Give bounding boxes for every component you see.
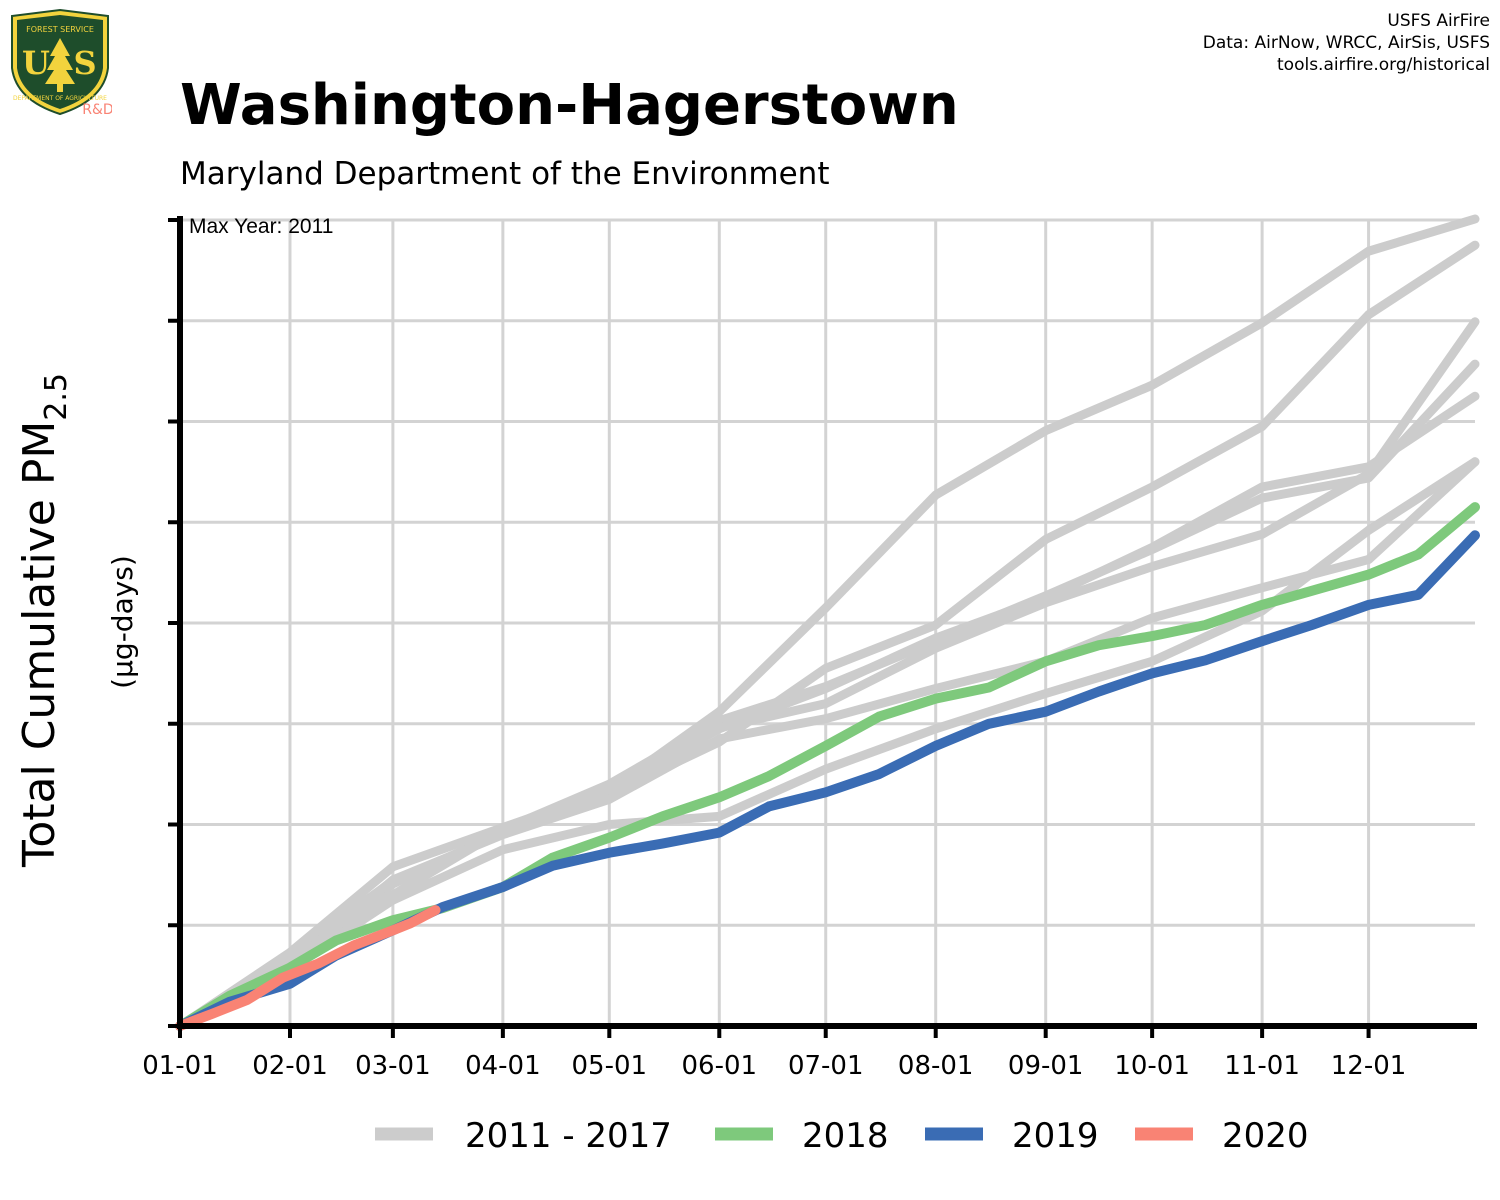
credits: USFS AirFire Data: AirNow, WRCC, AirSis,… [1203,10,1490,76]
chart-title: Washington-Hagerstown [180,73,959,138]
series-line-history [175,457,1480,1031]
logo-top-text: FOREST SERVICE [26,25,94,34]
x-tick-label: 05-01 [572,1051,648,1081]
credit-line: USFS AirFire [1387,11,1490,31]
legend: 2011 - 2017 2018 2019 2020 [375,1116,1309,1156]
legend-label: 2020 [1222,1116,1309,1156]
axes: 01-01 02-01 03-01 04-01 05-01 06-01 07-01 08-01… [142,216,1477,1081]
x-tick-label: 10-01 [1114,1051,1190,1081]
y-axis-unit: (µg-days) [106,555,139,689]
x-tick-label: 06-01 [682,1051,758,1081]
credit-line: tools.airfire.org/historical [1277,55,1490,75]
series-layer [175,214,1480,1031]
x-tick-label: 01-01 [142,1051,218,1081]
series-line-history [175,457,1480,1031]
legend-label: 2018 [802,1116,889,1156]
x-tick-label: 03-01 [355,1051,431,1081]
logo-badge: R&D [82,102,112,118]
x-tick-label: 02-01 [252,1051,328,1081]
series-line-history [175,317,1480,1031]
series-line-2018 [175,502,1480,1031]
credit-line: Data: AirNow, WRCC, AirSis, USFS [1202,33,1490,53]
chart-subtitle: Maryland Department of the Environment [180,156,830,192]
tree-icon [45,38,75,92]
legend-label: 2011 - 2017 [465,1116,672,1156]
x-tick-label: 12-01 [1331,1051,1407,1081]
legend-label: 2019 [1012,1116,1099,1156]
x-tick-label: 07-01 [788,1051,864,1081]
series-line-2020 [175,905,441,1031]
logo-letter-left: U [22,44,50,82]
series-line-history [175,214,1480,1031]
y-axis-label: Total Cumulative PM2.5 [14,373,74,868]
x-tick-label: 11-01 [1224,1051,1300,1081]
x-tick-label: 09-01 [1008,1051,1084,1081]
logo-letter-right: S [73,44,96,82]
logo-bottom-text: DEPARTMENT OF AGRICULTURE [13,95,107,102]
usfs-logo: FOREST SERVICE U S DEPARTMENT OF AGRICUL… [11,8,112,118]
x-tick-label: 04-01 [465,1051,541,1081]
x-tick-label: 08-01 [898,1051,974,1081]
max-year-annotation: Max Year: 2011 [189,215,333,238]
